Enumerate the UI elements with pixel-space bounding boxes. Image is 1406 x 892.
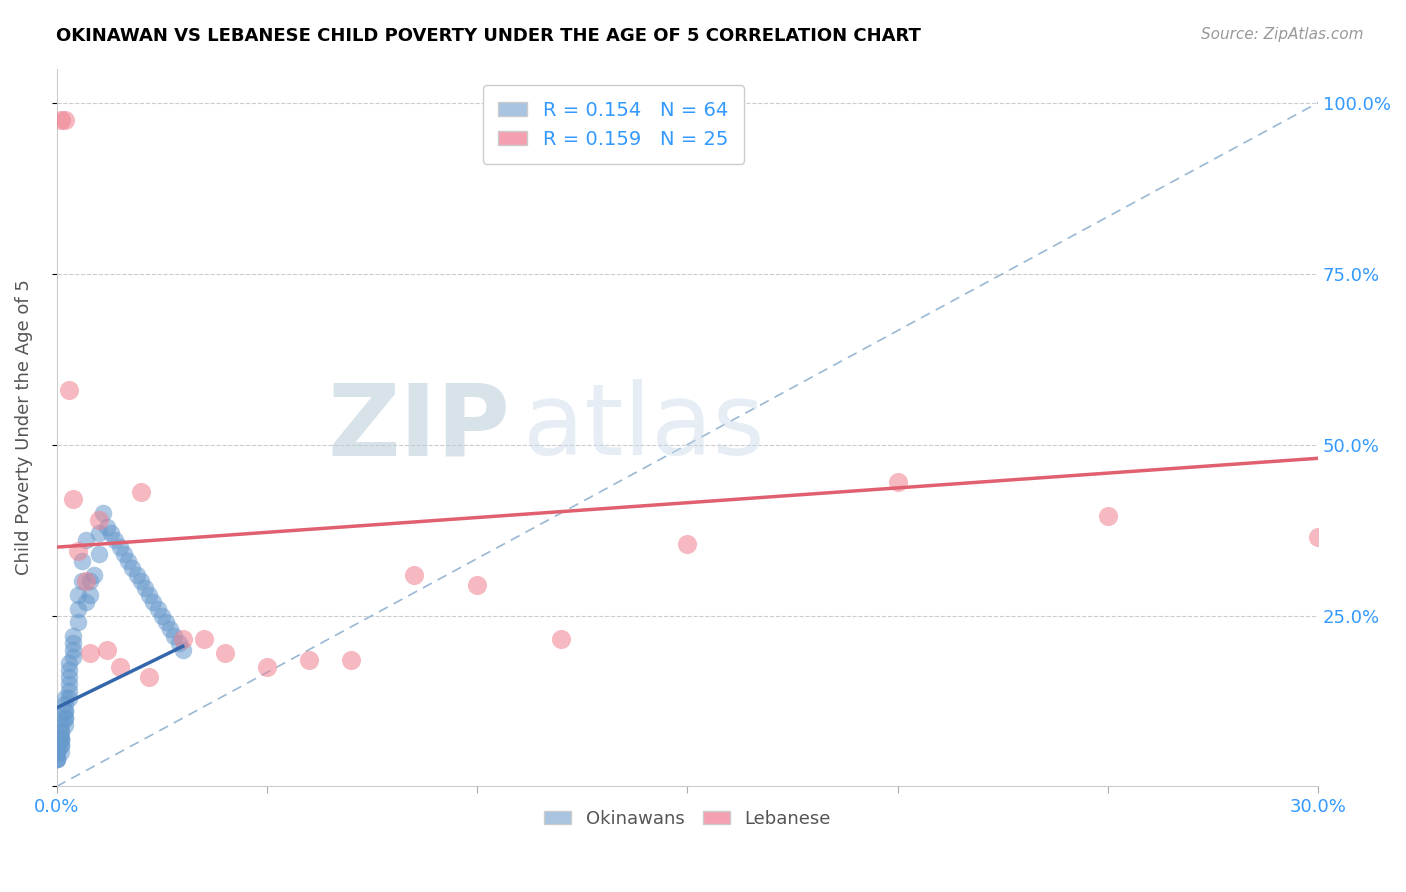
Point [172,642,194,657]
Point [58,670,80,684]
Point [83,567,105,582]
Point [155,615,177,630]
Text: ZIP: ZIP [328,379,510,476]
Point [70,574,93,589]
Point [134,581,156,595]
Legend: Okinawans, Lebanese: Okinawans, Lebanese [537,803,838,835]
Point [70,554,93,568]
Text: Source: ZipAtlas.com: Source: ZipAtlas.com [1201,27,1364,42]
Point [159,622,181,636]
Point [112,547,135,561]
Point [49,724,72,739]
Point [121,560,143,574]
Point [62,636,84,650]
Point [146,601,169,615]
Point [49,745,72,759]
Point [45,745,67,759]
Point [167,636,190,650]
Point [53,698,76,712]
Point [91,506,114,520]
Point [45,752,67,766]
Point [58,383,80,397]
Point [53,711,76,725]
Point [58,677,80,691]
Point [49,718,72,732]
Point [676,537,699,551]
Point [79,574,101,589]
Point [58,663,80,677]
Point [49,112,72,127]
Point [53,704,76,718]
Point [66,615,89,630]
Point [172,632,194,647]
Point [129,574,152,589]
Point [108,540,131,554]
Point [193,632,215,647]
Text: atlas: atlas [523,379,765,476]
Point [214,646,236,660]
Point [138,670,160,684]
Point [45,752,67,766]
Point [66,543,89,558]
Point [125,567,148,582]
Point [100,526,122,541]
Point [49,724,72,739]
Point [53,690,76,705]
Point [49,739,72,753]
Point [62,642,84,657]
Point [129,485,152,500]
Point [465,578,488,592]
Point [62,649,84,664]
Point [49,731,72,746]
Point [96,642,118,657]
Point [53,718,76,732]
Point [87,547,110,561]
Point [45,745,67,759]
Point [53,704,76,718]
Point [104,533,127,548]
Point [66,588,89,602]
Point [58,683,80,698]
Point [402,567,425,582]
Point [87,526,110,541]
Point [298,653,321,667]
Point [58,657,80,671]
Point [1097,509,1119,524]
Point [87,513,110,527]
Point [108,660,131,674]
Point [340,653,363,667]
Y-axis label: Child Poverty Under the Age of 5: Child Poverty Under the Age of 5 [15,279,32,575]
Point [117,554,139,568]
Point [79,646,101,660]
Point [45,745,67,759]
Point [142,595,165,609]
Point [49,739,72,753]
Text: OKINAWAN VS LEBANESE CHILD POVERTY UNDER THE AGE OF 5 CORRELATION CHART: OKINAWAN VS LEBANESE CHILD POVERTY UNDER… [56,27,921,45]
Point [150,608,173,623]
Point [138,588,160,602]
Point [58,690,80,705]
Point [886,475,908,490]
Point [49,731,72,746]
Point [75,533,97,548]
Point [75,574,97,589]
Point [53,112,76,127]
Point [49,731,72,746]
Point [1308,530,1330,544]
Point [45,752,67,766]
Point [79,588,101,602]
Point [62,629,84,643]
Point [62,492,84,507]
Point [66,601,89,615]
Point [550,632,572,647]
Point [256,660,278,674]
Point [163,629,186,643]
Point [75,595,97,609]
Point [96,519,118,533]
Point [53,711,76,725]
